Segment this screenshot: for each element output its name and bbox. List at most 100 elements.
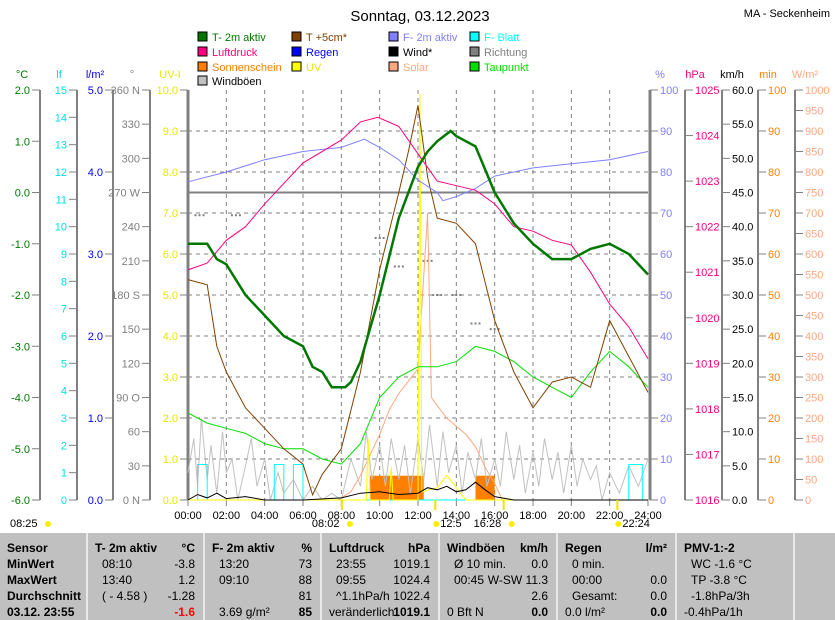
table-column: F- 2m aktiv% 13:20 73 09:10 88 81 3.69 g/m² 85	[205, 533, 322, 620]
axis-tick-label: 0	[768, 495, 774, 507]
x-tick-label: 06:00	[289, 510, 317, 522]
station-name: MA - Seckenheim	[744, 8, 830, 20]
axis-tick-label: 100	[805, 454, 823, 466]
axis-tick-label: 750	[805, 188, 823, 200]
table-cell: PMV-1:-2	[684, 541, 735, 555]
axis-tick-label: 25.0	[732, 324, 753, 336]
axis-tick-label: 50.0	[732, 153, 753, 165]
sun-event-time: 22:24	[622, 518, 650, 530]
x-tick-label: 04:00	[251, 510, 279, 522]
legend-item: T +5cm*	[291, 31, 348, 44]
legend-item: UV	[291, 61, 322, 74]
table-cell: 0 min.	[572, 557, 605, 571]
table-cell: -1.28	[167, 589, 195, 603]
axis-tick-label: 12	[55, 167, 67, 179]
axis-tick-label: 900	[805, 126, 823, 138]
table-cell: 09:10	[219, 573, 250, 587]
table-cell: -1.8hPa/3h	[691, 589, 750, 603]
table-cell: -3.8	[174, 557, 195, 571]
axis-tick-label: 0.0	[163, 495, 178, 507]
weather-chart: Sonntag, 03.12.2023 MA - Seckenheim T- 2…	[10, 8, 830, 530]
table-cell: 0.0	[650, 573, 667, 587]
axis-tick-label: 55.0	[732, 119, 753, 131]
legend-swatch	[291, 61, 302, 72]
legend-item: F- 2m aktiv	[388, 31, 458, 44]
legend-item: T- 2m aktiv	[197, 31, 266, 44]
table-cell: 23:55	[336, 557, 367, 571]
axis-tick-label: 1019	[695, 358, 719, 370]
table-cell: MinWert	[7, 557, 55, 571]
axis-tick-label: 80	[768, 167, 780, 179]
x-tick-label: 12:00	[404, 510, 432, 522]
sun-event-time: 12:5	[440, 518, 461, 530]
axis-tick-label: -4.0	[11, 393, 30, 405]
axis-tick-label: 50	[768, 290, 780, 302]
series-t-2m-aktiv	[188, 129, 649, 389]
series-solar	[188, 212, 648, 501]
axis-tick-label: 1.0	[163, 454, 178, 466]
legend-label: Luftdruck	[212, 47, 258, 59]
table-cell: TP -3.8 °C	[691, 573, 747, 587]
axis-tick-label: 0 N	[123, 495, 140, 507]
table-column: Windböen km/h Ø 10 min. 0.0 00:45 W-SW 11.3 2.…	[440, 533, 558, 620]
legend-item: Luftdruck	[197, 46, 258, 59]
axis-tick-label: 0	[805, 495, 811, 507]
axis-tick-label: -5.0	[11, 444, 30, 456]
axis-tick-label: 30	[768, 372, 780, 384]
axis-tick-label: 150	[805, 434, 823, 446]
axis-tick-label: 13	[55, 140, 67, 152]
series-wind-	[187, 481, 648, 501]
axis-tick-label: 1.0	[15, 136, 30, 148]
axis-tick-label: 40	[660, 331, 672, 343]
axis-tick-label: 1.0	[88, 413, 103, 425]
axis-tick-label: 700	[805, 208, 823, 220]
axis-tick-label: -1.0	[11, 239, 30, 251]
axis-tick-label: 9	[61, 249, 67, 261]
axis-tick-label: 1024	[695, 131, 719, 143]
table-cell: 73	[298, 557, 312, 571]
axis-tick-label: 0	[61, 495, 67, 507]
axis-tick-label: 2.0	[15, 85, 30, 97]
table-column: T- 2m aktiv °C 08:10 -3.8 13:40 1.2 ( - 4.58 )…	[88, 533, 205, 620]
axis-tick-label: 600	[805, 249, 823, 261]
axis-tick-label: 70	[768, 208, 780, 220]
x-tick-label: 10:00	[366, 510, 394, 522]
x-tick-label: 02:00	[213, 510, 241, 522]
series-taupunkt	[187, 345, 649, 465]
table-cell: 09:55	[336, 573, 367, 587]
x-tick-label: 20:00	[558, 510, 586, 522]
axis-tick-label: 4.0	[88, 167, 103, 179]
table-column: Sensor MinWert MaxWert Durchschnitt 03.12. 2…	[0, 533, 88, 620]
legend-label: T +5cm*	[306, 32, 348, 44]
summary-table: Sensor MinWert MaxWert Durchschnitt 03.12. 2…	[0, 533, 835, 620]
axis-tick-label: 240	[122, 222, 140, 234]
axis-tick-label: 30	[660, 372, 672, 384]
axis-tick-label: 500	[805, 290, 823, 302]
table-cell: hPa	[407, 541, 430, 555]
axis-tick-label: 9.0	[163, 126, 178, 138]
legend-swatch	[197, 31, 208, 42]
table-cell: T- 2m aktiv	[95, 541, 158, 555]
axis-tick-label: 60.0	[732, 85, 753, 97]
axis-tick-label: 800	[805, 167, 823, 179]
table-cell: 1019.1	[393, 557, 430, 571]
legend-label: Windböen	[212, 76, 262, 88]
axis-tick-label: 270 W	[108, 188, 140, 200]
series-uv	[188, 94, 648, 501]
legend-label: F- 2m aktiv	[403, 32, 458, 44]
table-cell: F- 2m aktiv	[212, 541, 275, 555]
series-luftdruck	[187, 116, 649, 360]
table-cell: Gesamt:	[572, 589, 618, 603]
axis-tick-label: 1022	[695, 222, 719, 234]
axis-unit-press: hPa	[685, 69, 705, 81]
table-cell: 1019.1	[393, 605, 430, 619]
x-tick-label: 24:00	[634, 510, 662, 522]
x-tick-label: 00:00	[174, 510, 202, 522]
table-cell: ^1.1hPa/h	[336, 589, 390, 603]
axis-tick-label: 300	[122, 153, 140, 165]
axis-unit-sun: min	[759, 69, 777, 81]
axis-tick-label: 350	[805, 352, 823, 364]
axis-tick-label: 1020	[695, 313, 719, 325]
x-tick-label: 08:00	[328, 510, 356, 522]
table-column: Regen l/m² 0 min. 00:00 0.0 Gesamt: 0.0 0.0 l/m…	[558, 533, 677, 620]
